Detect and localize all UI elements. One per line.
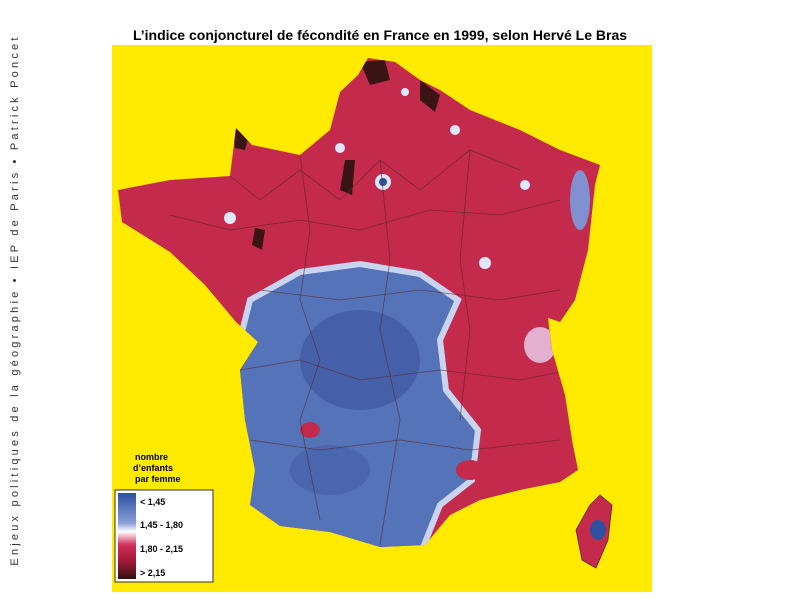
legend: nombre d’enfants par femme < 1,45 1,45 -… (114, 452, 214, 583)
legend-item: 1,80 - 2,15 (140, 544, 183, 554)
legend-title: par femme (135, 474, 181, 484)
legend-scale (118, 493, 136, 579)
legend-item: > 2,15 (140, 568, 165, 578)
title: L’indice conjoncturel de fécondité en Fr… (133, 27, 627, 43)
legend-title: d’enfants (133, 463, 173, 473)
legend-item: 1,45 - 1,80 (140, 520, 183, 530)
legend-title: nombre (135, 452, 168, 462)
legend-item: < 1,45 (140, 497, 165, 507)
corsica-patch (590, 520, 606, 540)
sidebar: Enjeux politiques de la géographie • IEP… (9, 34, 21, 565)
